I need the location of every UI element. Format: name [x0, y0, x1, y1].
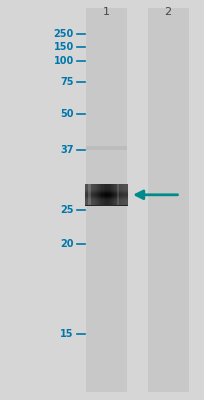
Bar — [147, 8, 188, 392]
Bar — [85, 192, 128, 193]
Bar — [85, 198, 128, 199]
Bar — [108, 184, 110, 205]
Bar — [85, 195, 128, 196]
Bar — [85, 200, 128, 201]
Bar — [104, 184, 105, 205]
Bar — [85, 189, 128, 190]
Bar — [85, 193, 128, 194]
Bar — [100, 184, 101, 205]
Text: 1: 1 — [103, 7, 110, 17]
Bar — [85, 199, 128, 200]
Bar — [98, 184, 99, 205]
Bar — [125, 184, 127, 205]
Bar — [114, 184, 115, 205]
Bar — [85, 204, 128, 205]
Text: 2: 2 — [164, 7, 171, 17]
Bar — [86, 8, 126, 392]
Bar — [85, 200, 128, 201]
Bar — [85, 201, 128, 202]
Bar — [107, 184, 109, 205]
Bar — [85, 184, 86, 205]
Bar — [96, 184, 98, 205]
Bar — [85, 198, 128, 199]
Bar — [85, 188, 128, 189]
Bar — [85, 203, 128, 204]
Bar — [109, 184, 111, 205]
Bar — [116, 184, 117, 205]
Bar — [102, 184, 103, 205]
Bar — [85, 197, 128, 198]
Bar — [118, 184, 119, 205]
Bar — [85, 188, 128, 189]
Bar — [110, 184, 112, 205]
Bar — [85, 196, 128, 197]
Bar — [85, 187, 128, 188]
Bar — [85, 194, 128, 195]
Bar — [124, 184, 126, 205]
Bar — [99, 184, 100, 205]
Bar — [85, 188, 128, 189]
Bar — [85, 195, 128, 196]
Text: 100: 100 — [53, 56, 73, 66]
Text: 25: 25 — [60, 205, 73, 215]
Bar — [103, 184, 104, 205]
Text: 20: 20 — [60, 239, 73, 249]
Bar — [85, 185, 128, 186]
Bar — [85, 190, 128, 191]
Bar — [106, 184, 107, 205]
Bar — [115, 184, 116, 205]
Bar — [85, 199, 128, 200]
Bar — [85, 205, 128, 206]
Bar — [95, 184, 97, 205]
Bar — [85, 191, 128, 192]
Bar — [88, 184, 89, 205]
Bar — [89, 184, 90, 205]
Bar — [86, 184, 87, 205]
Bar — [94, 184, 95, 205]
Bar — [121, 184, 122, 205]
Bar — [85, 189, 128, 190]
Bar — [87, 184, 88, 205]
Bar — [85, 192, 128, 193]
Text: 75: 75 — [60, 77, 73, 87]
Text: 37: 37 — [60, 145, 73, 155]
Bar — [85, 201, 128, 202]
Bar — [85, 194, 128, 195]
Bar — [91, 184, 92, 205]
Bar — [85, 191, 128, 192]
Bar — [85, 187, 128, 188]
Bar — [85, 196, 128, 197]
Bar — [85, 204, 128, 205]
Bar — [90, 184, 91, 205]
Bar — [85, 201, 128, 202]
Text: 50: 50 — [60, 109, 73, 119]
Bar — [123, 184, 124, 205]
Bar — [119, 184, 120, 205]
Bar — [85, 184, 128, 185]
Bar — [117, 184, 118, 205]
Bar — [101, 184, 102, 205]
Text: 15: 15 — [60, 329, 73, 339]
Bar — [85, 186, 128, 187]
Bar — [85, 185, 128, 186]
Bar — [85, 203, 128, 204]
Bar — [85, 202, 128, 203]
Bar — [122, 184, 123, 205]
Bar — [92, 184, 93, 205]
Text: 250: 250 — [53, 29, 73, 39]
Bar — [111, 184, 113, 205]
Text: 150: 150 — [53, 42, 73, 52]
Bar — [85, 190, 128, 191]
Bar — [120, 184, 121, 205]
Bar — [85, 197, 128, 198]
Bar — [113, 184, 114, 205]
Bar — [85, 193, 128, 194]
Bar — [105, 184, 106, 205]
Bar — [86, 146, 126, 150]
Bar — [85, 202, 128, 203]
Bar — [126, 184, 128, 205]
Bar — [93, 184, 94, 205]
Bar — [85, 186, 128, 187]
